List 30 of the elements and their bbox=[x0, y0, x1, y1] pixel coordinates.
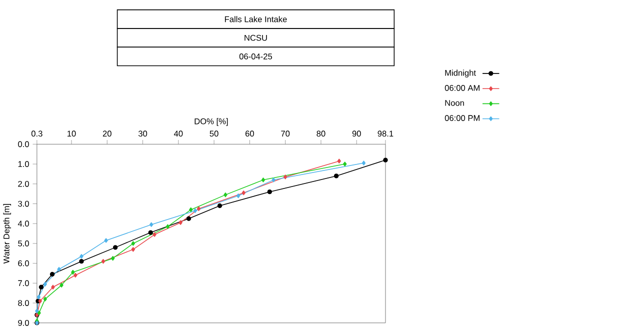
legend-label: Midnight bbox=[445, 70, 476, 78]
y-tick-label: 3.0 bbox=[18, 200, 29, 207]
x-tick-label: 20 bbox=[102, 130, 112, 137]
y-tick-label: 7.0 bbox=[18, 280, 29, 286]
y-tick-label: 0.0 bbox=[18, 141, 29, 148]
legend-label: Noon bbox=[445, 100, 464, 106]
y-tick-label: 8.0 bbox=[18, 300, 29, 306]
y-tick-label: 6.0 bbox=[18, 260, 29, 266]
x-tick-label: 30 bbox=[138, 130, 148, 137]
legend-label: 06:00 PM bbox=[444, 115, 480, 121]
y-tick-label: 9.0 bbox=[18, 320, 29, 326]
x-tick-label: 50 bbox=[210, 130, 218, 137]
chart-subtitle: NCSU bbox=[244, 34, 267, 41]
x-axis-title: DO% [%] bbox=[194, 118, 228, 126]
x-tick-label: 90 bbox=[352, 130, 361, 137]
chart-title: Falls Lake Intake bbox=[224, 16, 287, 22]
y-tick-label: 5.0 bbox=[18, 240, 29, 246]
y-tick-label: 2.0 bbox=[18, 180, 29, 187]
x-tick-label: 98.1 bbox=[378, 130, 394, 137]
x-tick-label: 10 bbox=[68, 130, 76, 137]
x-tick-label: 80 bbox=[316, 130, 326, 137]
x-tick-label: 0.3 bbox=[31, 130, 42, 137]
y-tick-label: 1.0 bbox=[18, 161, 29, 167]
x-tick-label: 70 bbox=[281, 130, 290, 137]
x-tick-label: 40 bbox=[174, 130, 183, 137]
text: 06-04-25 bbox=[239, 53, 272, 60]
y-axis-title: Water Depth [m] bbox=[3, 204, 12, 264]
legend-label: 06:00 AM bbox=[444, 84, 480, 91]
x-tick-label: 60 bbox=[245, 130, 254, 137]
y-tick-label: 4.0 bbox=[18, 220, 29, 227]
